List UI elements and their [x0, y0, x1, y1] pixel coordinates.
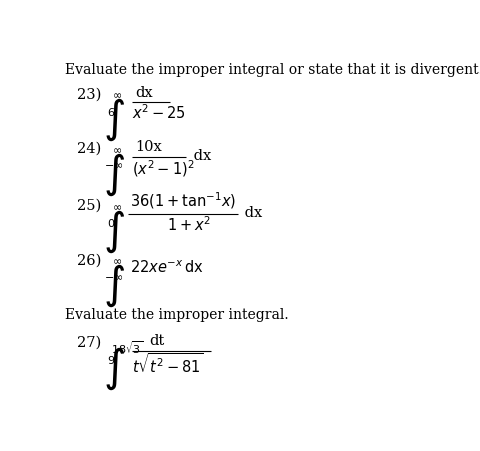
Text: dx: dx: [188, 149, 211, 163]
Text: $\infty$: $\infty$: [112, 145, 122, 155]
Text: $(x^2-1)^2$: $(x^2-1)^2$: [132, 158, 194, 179]
Text: $-\infty$: $-\infty$: [104, 161, 123, 170]
Text: 10x: 10x: [135, 140, 162, 154]
Text: $0$: $0$: [107, 217, 116, 230]
Text: dt: dt: [149, 334, 164, 348]
Text: $18\sqrt{3}$: $18\sqrt{3}$: [111, 339, 143, 356]
Text: $-\infty$: $-\infty$: [104, 272, 123, 282]
Text: dx: dx: [135, 86, 153, 100]
Text: $36(1+\tan^{-1}\!x)$: $36(1+\tan^{-1}\!x)$: [130, 190, 236, 211]
Text: $\infty$: $\infty$: [112, 202, 122, 212]
Text: 24): 24): [77, 142, 101, 156]
Text: $\int$: $\int$: [103, 151, 124, 198]
Text: $6$: $6$: [107, 106, 116, 118]
Text: 26): 26): [77, 253, 101, 267]
Text: $\infty$: $\infty$: [112, 257, 122, 267]
Text: 23): 23): [77, 87, 101, 101]
Text: dx: dx: [240, 206, 262, 220]
Text: $t\sqrt{t^2-81}$: $t\sqrt{t^2-81}$: [132, 352, 204, 376]
Text: $x^2-25$: $x^2-25$: [132, 103, 186, 122]
Text: $1+x^2$: $1+x^2$: [167, 215, 211, 234]
Text: 27): 27): [77, 336, 101, 350]
Text: $9$: $9$: [107, 354, 116, 366]
Text: $\int$: $\int$: [103, 97, 124, 143]
Text: $\infty$: $\infty$: [112, 90, 122, 100]
Text: Evaluate the improper integral or state that it is divergent.: Evaluate the improper integral or state …: [65, 63, 480, 78]
Text: $\int$: $\int$: [103, 345, 124, 391]
Text: Evaluate the improper integral.: Evaluate the improper integral.: [65, 308, 288, 322]
Text: $\int$: $\int$: [103, 208, 124, 254]
Text: $\int$: $\int$: [103, 263, 124, 309]
Text: $22xe^{-x}\,\mathrm{dx}$: $22xe^{-x}\,\mathrm{dx}$: [130, 259, 204, 276]
Text: 25): 25): [77, 199, 101, 213]
